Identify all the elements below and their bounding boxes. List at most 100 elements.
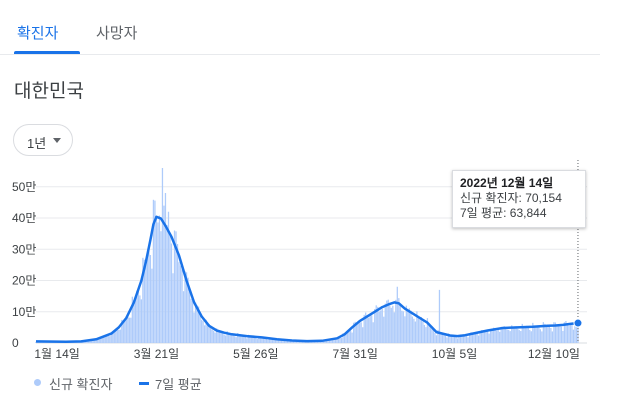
y-tick-label: 30만 xyxy=(12,242,36,256)
daily-bar xyxy=(476,333,478,343)
daily-bar xyxy=(351,332,353,343)
daily-bar xyxy=(128,317,130,343)
daily-bar xyxy=(411,316,414,343)
daily-bar xyxy=(276,339,278,343)
daily-bar xyxy=(187,277,189,343)
legend-item-new-cases[interactable]: 신규 확진자 xyxy=(34,374,112,393)
daily-bar xyxy=(154,200,156,343)
daily-bar xyxy=(450,335,453,343)
legend-item-average[interactable]: 7일 평균 xyxy=(139,374,202,393)
daily-bar xyxy=(149,255,152,343)
daily-bar xyxy=(264,337,266,343)
daily-bar xyxy=(92,339,94,343)
daily-bar xyxy=(206,323,209,343)
daily-bar xyxy=(140,299,143,343)
daily-bar xyxy=(440,333,442,343)
daily-bar xyxy=(359,320,361,343)
daily-bar xyxy=(337,337,340,343)
daily-bar xyxy=(279,339,281,343)
daily-bar xyxy=(488,333,490,343)
daily-bar xyxy=(414,321,417,343)
x-tick-label: 3월 21일 xyxy=(134,347,179,361)
daily-bar xyxy=(250,336,252,343)
daily-bar xyxy=(246,338,248,343)
active-tab-indicator xyxy=(14,51,80,54)
daily-bar xyxy=(404,316,406,343)
daily-bar xyxy=(357,323,359,343)
daily-bar xyxy=(216,328,218,343)
daily-bar xyxy=(446,337,448,343)
daily-bar xyxy=(280,339,283,343)
daily-bar xyxy=(220,330,222,343)
daily-bar xyxy=(402,311,404,343)
daily-bar xyxy=(121,319,123,343)
daily-bar xyxy=(389,305,391,343)
legend-average-label: 7일 평균 xyxy=(155,377,202,392)
daily-bar xyxy=(262,337,264,343)
daily-bar xyxy=(182,291,185,343)
daily-bar xyxy=(115,328,117,343)
daily-bar xyxy=(202,320,204,343)
daily-bar xyxy=(258,336,260,343)
daily-bar xyxy=(544,323,546,343)
daily-bar xyxy=(261,337,263,343)
daily-bar xyxy=(244,337,246,343)
daily-bar xyxy=(407,309,409,343)
daily-bar xyxy=(479,331,481,343)
daily-bar xyxy=(377,306,379,343)
daily-bar xyxy=(285,340,287,343)
daily-bar xyxy=(151,268,153,343)
x-tick-label: 7월 31일 xyxy=(332,347,377,361)
daily-bar xyxy=(122,321,124,343)
daily-bar xyxy=(371,315,373,343)
tab-deaths[interactable]: 사망자 xyxy=(96,25,138,42)
daily-bar xyxy=(515,326,517,343)
daily-bar xyxy=(95,339,97,343)
daily-bar xyxy=(474,333,477,343)
daily-bar xyxy=(184,271,186,343)
daily-bar xyxy=(158,215,161,343)
daily-bar xyxy=(560,326,563,343)
daily-bar xyxy=(113,330,115,343)
tab-bar: 확진자 사망자 xyxy=(0,0,600,55)
daily-bar xyxy=(405,305,407,343)
daily-bar xyxy=(529,329,531,343)
time-range-dropdown[interactable]: 1년 xyxy=(13,124,73,156)
daily-bar xyxy=(518,330,520,343)
daily-bar xyxy=(526,325,528,343)
x-tick-label: 1월 14일 xyxy=(34,347,79,361)
daily-bar xyxy=(417,316,420,343)
daily-bar xyxy=(569,324,572,343)
daily-bar xyxy=(346,331,349,343)
x-tick-label: 5월 26일 xyxy=(233,347,278,361)
daily-bar xyxy=(249,335,251,343)
daily-bar xyxy=(468,333,471,343)
daily-bar xyxy=(265,338,267,343)
daily-bar xyxy=(152,199,155,343)
daily-bar xyxy=(185,272,188,343)
daily-bar xyxy=(211,329,213,343)
daily-bar xyxy=(336,338,338,343)
daily-bar xyxy=(563,322,566,343)
daily-bar xyxy=(533,325,535,343)
daily-bar xyxy=(506,329,508,343)
daily-bar xyxy=(368,317,370,343)
daily-bar xyxy=(319,341,322,343)
daily-bar xyxy=(562,330,564,343)
daily-bar xyxy=(200,319,203,343)
daily-bar xyxy=(127,316,129,343)
daily-bar xyxy=(209,325,212,343)
daily-bar xyxy=(235,337,237,343)
daily-bar xyxy=(532,322,534,343)
daily-bar xyxy=(548,325,551,343)
tab-confirmed[interactable]: 확진자 xyxy=(17,25,59,42)
daily-bar xyxy=(234,336,236,343)
daily-bar xyxy=(553,322,555,343)
cases-chart[interactable]: 0 10만 20만 30만 40만 50만 1월 14일 3월 21일 5월 26일 7월 31… xyxy=(0,160,623,370)
daily-bar xyxy=(298,341,301,343)
daily-bar xyxy=(238,334,240,343)
daily-bar xyxy=(419,316,421,343)
daily-bar xyxy=(499,331,501,343)
daily-bar xyxy=(107,335,109,343)
daily-bar xyxy=(471,332,474,343)
